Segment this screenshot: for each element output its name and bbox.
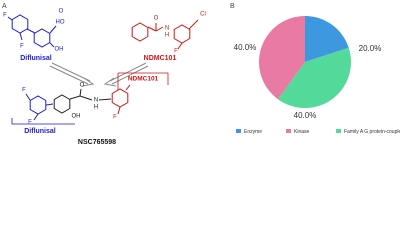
bond	[155, 26, 164, 32]
bond	[49, 25, 57, 34]
bond	[147, 26, 157, 32]
bond	[125, 84, 131, 91]
bond	[25, 93, 31, 101]
bond	[45, 103, 54, 106]
bond	[49, 42, 55, 48]
bond	[117, 106, 121, 115]
atom-label: O	[59, 9, 64, 15]
bond	[19, 32, 23, 41]
ring	[33, 28, 51, 48]
ring	[53, 94, 71, 114]
slice-label: 40.0%	[294, 111, 317, 120]
compound-label: NDMC101	[144, 55, 177, 62]
slice-label: 40.0%	[234, 43, 257, 52]
bond	[177, 42, 183, 50]
compound-label: NSC765598	[78, 139, 116, 146]
fragment-label: Diflunisal	[24, 128, 56, 135]
legend-swatch	[236, 129, 241, 133]
bond	[69, 95, 81, 100]
atom-label: H	[94, 105, 98, 111]
bond	[26, 28, 36, 34]
atom-label: F	[28, 120, 32, 126]
bond	[79, 95, 93, 101]
bond	[98, 98, 112, 101]
atom-label: O	[80, 83, 85, 89]
atom-label: F	[113, 115, 117, 121]
figure: A B Diflunisal NDMC101 NDMC101 Diflunisa…	[2, 3, 400, 146]
bond	[33, 113, 39, 121]
ring	[29, 95, 47, 115]
legend-swatch	[336, 129, 341, 133]
fragment-label: NDMC101	[128, 76, 159, 83]
atom-label: N	[94, 98, 98, 104]
legend-label: Kinase	[294, 129, 310, 135]
atom-label: F	[20, 44, 24, 50]
panel-label: B	[230, 3, 235, 10]
ring	[131, 22, 149, 42]
compound-label: Diflunisal	[20, 55, 52, 62]
atom-label: F	[3, 13, 7, 19]
legend-label: Enzyme	[244, 129, 262, 135]
bond	[188, 19, 199, 30]
atom-label: N	[165, 26, 169, 32]
pie-slice	[259, 16, 305, 100]
ring	[173, 24, 191, 44]
fragment-bracket	[117, 72, 169, 90]
legend-label: Family A G protein-coupled receptor	[344, 129, 400, 135]
pie-slice	[305, 16, 349, 62]
atom-label: F	[174, 49, 178, 55]
pie-slice	[277, 47, 352, 109]
atom-label: F	[22, 88, 26, 94]
atom-label: H	[165, 33, 169, 39]
atom-label: HO	[56, 20, 65, 26]
ring	[11, 14, 29, 34]
ring	[111, 88, 129, 108]
atom-label: OH	[55, 47, 64, 53]
slice-label: 20.0%	[359, 44, 382, 53]
atom-label: OH	[72, 114, 81, 120]
fragment-bracket	[11, 118, 75, 125]
atom-label: Cl	[200, 12, 206, 18]
legend-swatch	[286, 129, 291, 133]
bond	[79, 88, 82, 97]
panel-label: A	[2, 3, 7, 10]
atom-label: O	[154, 16, 159, 22]
bond	[7, 16, 13, 21]
